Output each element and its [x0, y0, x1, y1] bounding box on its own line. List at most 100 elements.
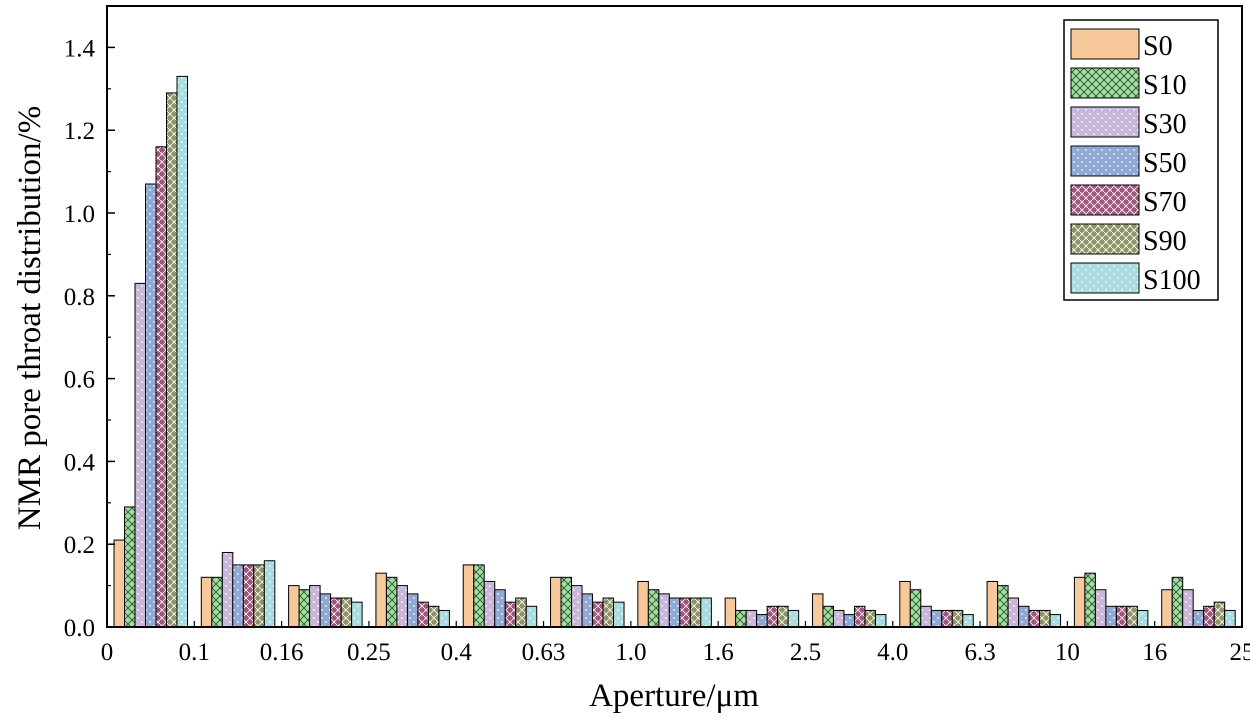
bar-s90: [427, 605, 440, 628]
legend-label-s30: S30: [1143, 109, 1187, 140]
bar-layer: [113, 75, 1236, 628]
legend-label-s50: S50: [1143, 148, 1187, 179]
bar-s0: [724, 597, 737, 628]
bar-s70: [1028, 609, 1041, 628]
bar-s100: [962, 614, 974, 628]
bar-s50: [1192, 609, 1205, 628]
bar-s0: [811, 593, 824, 628]
bar-s90: [253, 564, 265, 628]
bar-s70: [941, 609, 953, 628]
legend-swatch-s10: [1070, 67, 1140, 99]
x-tick-label: 1.6: [703, 639, 734, 666]
legend-swatch-s0: [1070, 28, 1140, 60]
bar-s70: [155, 146, 167, 628]
bar-s70: [504, 601, 517, 628]
bar-s30: [571, 585, 583, 628]
y-axis: 0.0 0.2 0.4 0.6 0.8 1.0 1.2 1.4: [64, 5, 115, 642]
legend-swatch-s70: [1070, 184, 1140, 216]
legend-label-s10: S10: [1143, 70, 1187, 101]
bar-s50: [319, 593, 332, 628]
bar-s30: [1182, 589, 1194, 628]
bar-s90: [689, 597, 702, 628]
y-tick-label: 0.2: [64, 532, 95, 559]
x-tick-label: 0.1: [179, 639, 210, 666]
x-tick-label: 1.0: [615, 639, 646, 666]
legend-swatch-s100: [1070, 262, 1140, 294]
y-tick-label: 1.0: [64, 201, 95, 228]
legend-label-s70: S70: [1143, 187, 1187, 218]
bar-s0: [288, 585, 300, 628]
bar-s100: [700, 597, 712, 628]
bar-s10: [647, 589, 660, 628]
bar-s10: [909, 589, 922, 628]
bar-s90: [951, 609, 964, 628]
bar-s50: [843, 614, 855, 628]
bar-s30: [396, 585, 408, 628]
bar-s30: [658, 593, 670, 628]
y-tick-label: 1.4: [64, 35, 96, 62]
bar-s100: [613, 601, 625, 628]
bar-s90: [1126, 605, 1138, 628]
y-tick-label: 0.8: [64, 284, 95, 311]
bar-s50: [145, 183, 157, 628]
x-tick-label: 0.4: [441, 639, 473, 666]
x-tick-label: 16: [1142, 639, 1167, 666]
bar-s90: [1213, 601, 1226, 628]
bar-s10: [560, 576, 573, 628]
x-tick-label: 25: [1230, 639, 1250, 666]
x-tick-label: 4.0: [877, 639, 908, 666]
bar-s0: [550, 576, 562, 628]
bar-s90: [864, 609, 876, 628]
legend-swatch-s50: [1070, 145, 1140, 177]
bar-s70: [330, 597, 342, 628]
legend-swatch-s90: [1070, 223, 1140, 255]
bar-s50: [668, 597, 681, 628]
bar-s30: [221, 551, 234, 628]
bar-s50: [1105, 605, 1117, 628]
bar-s50: [930, 609, 943, 628]
bar-s100: [787, 609, 800, 628]
bar-s10: [822, 605, 834, 628]
legend-label-s90: S90: [1143, 226, 1187, 257]
bar-s90: [602, 597, 615, 628]
bar-s70: [1203, 605, 1215, 628]
x-axis-title: Aperture/μm: [589, 678, 759, 714]
bar-s90: [777, 605, 789, 628]
x-tick-label: 0: [101, 639, 114, 666]
y-tick-label: 0.6: [64, 367, 95, 394]
bar-s100: [263, 560, 276, 628]
bar-s50: [494, 589, 506, 628]
bar-s10: [997, 585, 1009, 628]
bar-s30: [483, 580, 496, 628]
bar-s100: [1136, 609, 1149, 628]
x-tick-label: 2.5: [790, 639, 821, 666]
bar-s10: [1171, 576, 1184, 628]
bar-s0: [1161, 589, 1173, 628]
bar-s50: [406, 593, 419, 628]
bar-s70: [1115, 605, 1128, 628]
bar-s70: [242, 564, 255, 628]
bar-s0: [986, 580, 999, 628]
bar-s90: [1039, 609, 1051, 628]
bar-s10: [385, 576, 398, 628]
y-tick-label: 0.0: [64, 615, 95, 642]
bar-s70: [417, 601, 429, 628]
bar-s10: [211, 576, 223, 628]
x-tick-label: 10: [1055, 639, 1080, 666]
bar-s0: [375, 572, 387, 628]
bar-s0: [200, 576, 213, 628]
bar-s70: [592, 601, 604, 628]
x-tick-label: 0.25: [347, 639, 391, 666]
legend-label-s100: S100: [1143, 265, 1201, 296]
bar-s100: [176, 75, 188, 628]
bar-s10: [298, 589, 311, 628]
bar-s30: [832, 609, 845, 628]
bar-s30: [920, 605, 932, 628]
legend: S0 S10 S30 S50 S70 S90 S100: [1063, 19, 1219, 301]
y-tick-label: 0.4: [64, 449, 96, 476]
bar-s0: [462, 564, 475, 628]
bar-s10: [124, 506, 136, 628]
bar-s100: [1224, 609, 1236, 628]
x-tick-label: 0.16: [260, 639, 304, 666]
